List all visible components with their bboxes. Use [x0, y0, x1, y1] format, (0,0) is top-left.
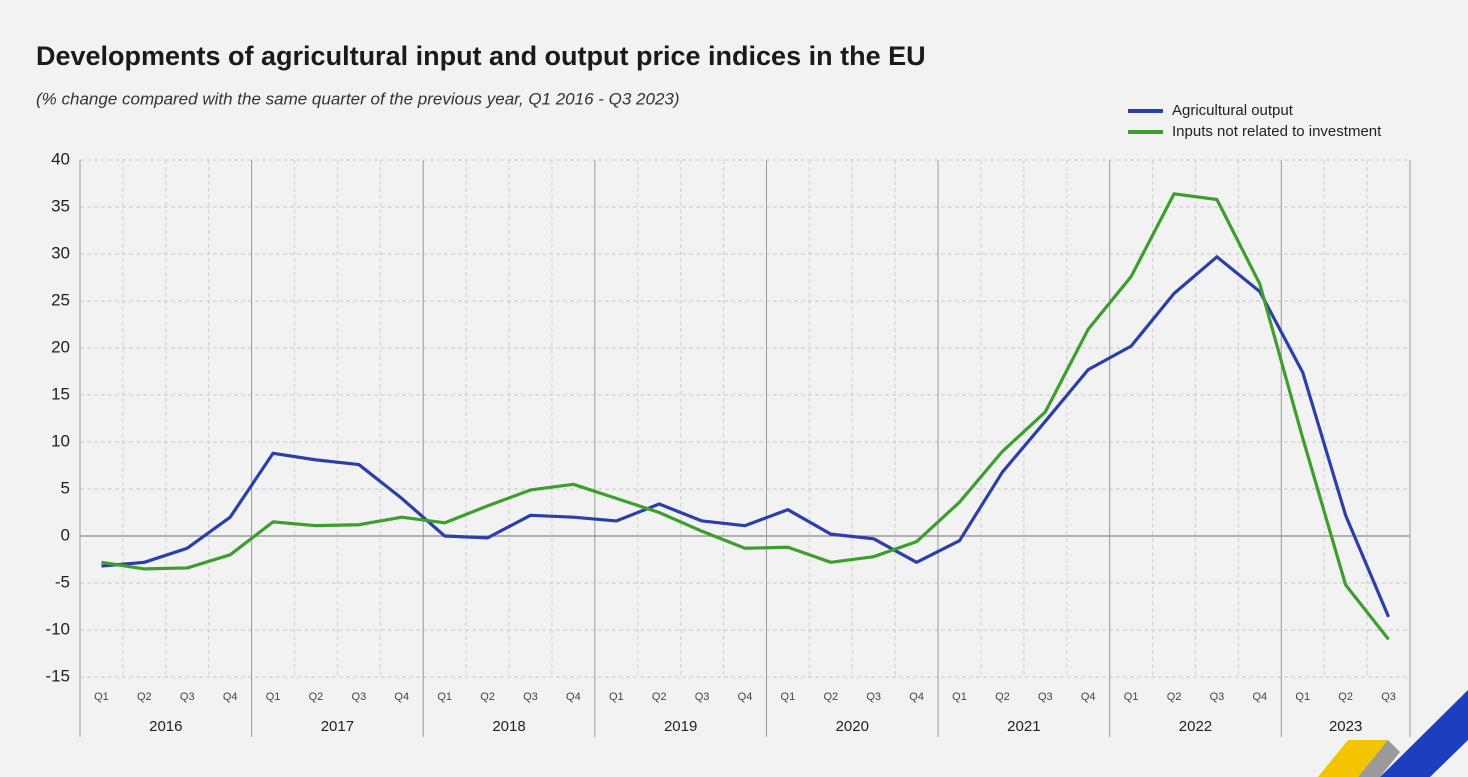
y-tick-label: 40 [51, 149, 70, 168]
x-tick-label: Q2 [1338, 691, 1353, 703]
x-tick-label: Q2 [1167, 691, 1182, 703]
y-tick-label: 15 [51, 384, 70, 403]
year-label: 2017 [321, 718, 354, 735]
x-tick-label: Q4 [909, 691, 924, 703]
logo [1318, 690, 1468, 777]
year-label: 2021 [1007, 718, 1040, 735]
year-label: 2020 [836, 718, 869, 735]
x-tick-label: Q2 [137, 691, 152, 703]
x-tick-label: Q1 [437, 691, 452, 703]
x-tick-label: Q1 [266, 691, 281, 703]
year-label: 2023 [1329, 718, 1362, 735]
x-tick-label: Q2 [480, 691, 495, 703]
logo-blue [1380, 690, 1468, 777]
x-tick-label: Q3 [1038, 691, 1053, 703]
series-line [101, 192, 1390, 641]
y-tick-label: -15 [45, 666, 70, 685]
y-tick-label: 10 [51, 431, 70, 450]
x-tick-label: Q4 [394, 691, 409, 703]
logo-gray [1358, 740, 1400, 777]
y-tick-label: -5 [55, 572, 70, 591]
x-tick-label: Q3 [1381, 691, 1396, 703]
y-tick-label: -10 [45, 619, 70, 638]
x-tick-label: Q1 [609, 691, 624, 703]
chart-title: Developments of agricultural input and o… [36, 41, 926, 71]
chart-subtitle: (% change compared with the same quarter… [36, 89, 680, 108]
y-tick-label: 25 [51, 290, 70, 309]
x-tick-label: Q1 [1124, 691, 1139, 703]
y-tick-label: 20 [51, 337, 70, 356]
x-tick-label: Q3 [866, 691, 881, 703]
x-tick-label: Q4 [223, 691, 238, 703]
x-tick-label: Q3 [180, 691, 195, 703]
year-label: 2016 [149, 718, 182, 735]
x-tick-label: Q3 [523, 691, 538, 703]
x-tick-label: Q2 [823, 691, 838, 703]
x-tick-label: Q4 [1081, 691, 1096, 703]
y-tick-label: 0 [61, 525, 70, 544]
x-tick-label: Q1 [94, 691, 109, 703]
plot-area: -15 -10 -5 0 5 10 15 20 25 30 35 40 Q1 Q2 Q3 Q4 Q1 Q2 Q3 Q4… [45, 102, 1411, 737]
logo-yellow [1318, 740, 1388, 777]
x-tick-label: Q3 [352, 691, 367, 703]
x-tick-label: Q1 [781, 691, 796, 703]
legend-label: Inputs not related to investment [1172, 123, 1382, 140]
x-tick-label: Q4 [566, 691, 581, 703]
x-tick-label: Q4 [1252, 691, 1267, 703]
year-label: 2019 [664, 718, 697, 735]
x-tick-label: Q3 [695, 691, 710, 703]
year-label: 2022 [1179, 718, 1212, 735]
series-line [101, 255, 1391, 618]
y-tick-label: 30 [51, 243, 70, 262]
y-tick-label: 5 [61, 478, 70, 497]
y-tick-label: 35 [51, 196, 70, 215]
x-tick-label: Q1 [1295, 691, 1310, 703]
x-tick-label: Q2 [995, 691, 1010, 703]
x-tick-label: Q2 [309, 691, 324, 703]
year-label: 2018 [492, 718, 525, 735]
legend-label: Agricultural output [1172, 102, 1294, 119]
x-tick-label: Q1 [952, 691, 967, 703]
x-tick-label: Q4 [738, 691, 753, 703]
x-tick-label: Q3 [1210, 691, 1225, 703]
x-tick-label: Q2 [652, 691, 667, 703]
